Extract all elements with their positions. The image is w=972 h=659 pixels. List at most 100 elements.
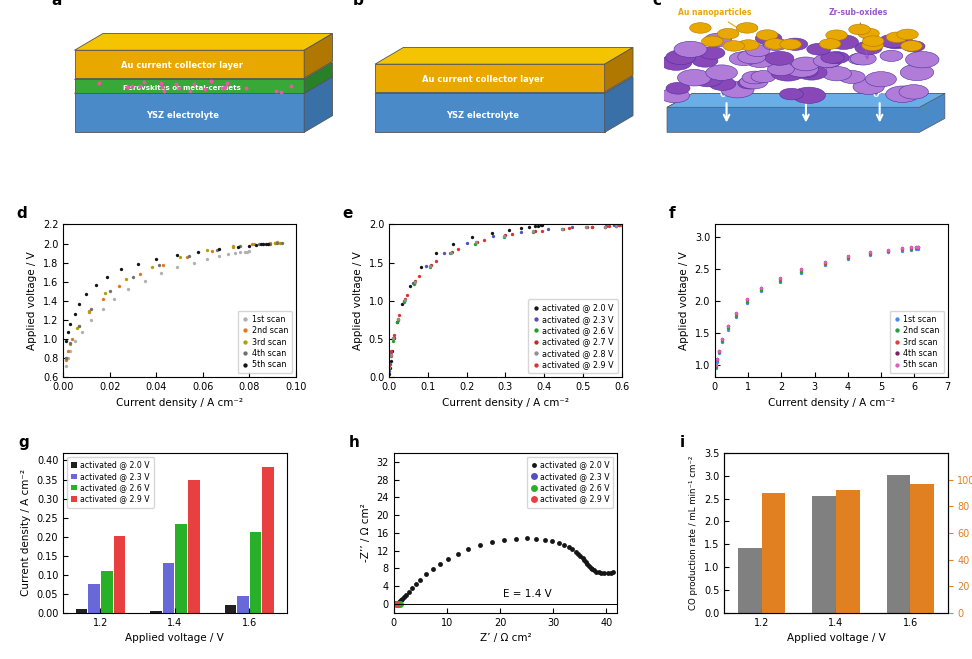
activated @ 2.9 V xyxy=(393,311,404,319)
Circle shape xyxy=(796,65,827,80)
activated @ 2.6 V xyxy=(528,228,539,236)
2nd scan xyxy=(157,260,169,268)
Circle shape xyxy=(794,66,817,78)
activated @ 2.6 V xyxy=(580,223,592,231)
4th scan xyxy=(104,287,116,295)
activated @ 2.7 V xyxy=(446,248,458,256)
3rd scan xyxy=(818,259,830,267)
2nd scan xyxy=(842,254,853,262)
activated @ 2.0 V xyxy=(573,550,584,558)
2nd scan xyxy=(711,362,722,370)
5th scan xyxy=(258,241,269,248)
activated @ 2.0 V xyxy=(510,534,522,542)
activated @ 2.0 V xyxy=(515,224,527,232)
2nd scan xyxy=(730,312,742,320)
activated @ 2.0 V xyxy=(430,250,441,258)
4th scan xyxy=(913,243,924,250)
3rd scan xyxy=(59,355,71,362)
4th scan xyxy=(253,241,264,248)
activated @ 2.0 V xyxy=(400,590,412,598)
Line: 2nd scan: 2nd scan xyxy=(714,246,920,368)
5th scan xyxy=(905,243,917,251)
activated @ 2.3 V xyxy=(567,223,578,231)
Line: 2nd scan: 2nd scan xyxy=(64,240,279,362)
activated @ 2.8 V xyxy=(409,278,421,286)
5th scan xyxy=(192,248,204,256)
Legend: activated @ 2.0 V, activated @ 2.3 V, activated @ 2.6 V, activated @ 2.9 V: activated @ 2.0 V, activated @ 2.3 V, ac… xyxy=(67,457,154,507)
Line: activated @ 2.9 V: activated @ 2.9 V xyxy=(388,223,630,367)
4th scan xyxy=(910,243,921,250)
Circle shape xyxy=(849,53,871,65)
activated @ 2.6 V xyxy=(424,264,435,272)
1st scan xyxy=(741,299,752,307)
activated @ 2.0 V xyxy=(581,560,593,568)
3rd scan xyxy=(227,243,239,250)
3rd scan xyxy=(146,262,157,270)
Circle shape xyxy=(855,42,883,55)
activated @ 2.0 V xyxy=(537,221,548,229)
4th scan xyxy=(896,244,908,252)
Circle shape xyxy=(729,51,757,66)
Line: 1st scan: 1st scan xyxy=(714,247,920,370)
activated @ 2.0 V xyxy=(394,597,405,605)
3rd scan xyxy=(722,322,734,330)
activated @ 2.0 V xyxy=(442,555,454,563)
Circle shape xyxy=(901,41,922,51)
Circle shape xyxy=(756,30,778,40)
5th scan xyxy=(722,322,734,330)
activated @ 2.9 V xyxy=(452,245,464,253)
4th scan xyxy=(276,239,288,246)
5th scan xyxy=(864,248,876,256)
1st scan xyxy=(730,313,742,321)
Circle shape xyxy=(782,38,808,50)
5th scan xyxy=(774,274,785,282)
5th scan xyxy=(741,295,752,303)
2nd scan xyxy=(269,239,281,246)
Line: 5th scan: 5th scan xyxy=(64,242,269,343)
2nd scan xyxy=(246,241,258,248)
activated @ 2.7 V xyxy=(385,351,397,358)
activated @ 2.9 V xyxy=(563,224,574,232)
activated @ 2.6 V xyxy=(556,225,568,233)
1st scan xyxy=(109,295,121,303)
activated @ 2.7 V xyxy=(470,238,482,246)
2nd scan xyxy=(264,239,276,246)
5th scan xyxy=(755,283,767,291)
3rd scan xyxy=(896,244,908,252)
activated @ 2.6 V xyxy=(391,318,402,326)
3rd scan xyxy=(741,296,752,304)
Line: 3rd scan: 3rd scan xyxy=(64,241,281,360)
3rd scan xyxy=(71,324,83,331)
2nd scan xyxy=(97,295,109,303)
1st scan xyxy=(244,247,256,255)
1st scan xyxy=(910,245,921,253)
5th scan xyxy=(81,291,92,299)
Y-axis label: Applied voltage / V: Applied voltage / V xyxy=(679,252,689,351)
Circle shape xyxy=(677,69,712,86)
4th scan xyxy=(234,243,246,250)
Circle shape xyxy=(880,50,903,61)
Polygon shape xyxy=(304,63,332,94)
activated @ 2.0 V xyxy=(391,318,402,326)
activated @ 2.8 V xyxy=(445,248,457,256)
1st scan xyxy=(59,362,71,370)
3rd scan xyxy=(730,310,742,318)
activated @ 2.0 V xyxy=(585,563,597,571)
Bar xyxy=(76,609,87,613)
2nd scan xyxy=(134,270,146,278)
activated @ 2.0 V xyxy=(414,575,426,583)
activated @ 2.8 V xyxy=(399,297,410,304)
activated @ 2.0 V xyxy=(578,556,590,564)
Circle shape xyxy=(816,55,842,68)
5th scan xyxy=(213,245,225,253)
activated @ 2.9 V xyxy=(388,331,399,339)
Text: Zr-sub-oxides: Zr-sub-oxides xyxy=(828,9,887,59)
activated @ 2.0 V xyxy=(576,554,588,561)
activated @ 2.3 V xyxy=(386,348,398,356)
activated @ 2.6 V xyxy=(385,352,397,360)
4th scan xyxy=(864,248,876,256)
2nd scan xyxy=(227,243,239,251)
3rd scan xyxy=(274,239,286,246)
Circle shape xyxy=(785,61,818,77)
5th scan xyxy=(244,243,256,250)
